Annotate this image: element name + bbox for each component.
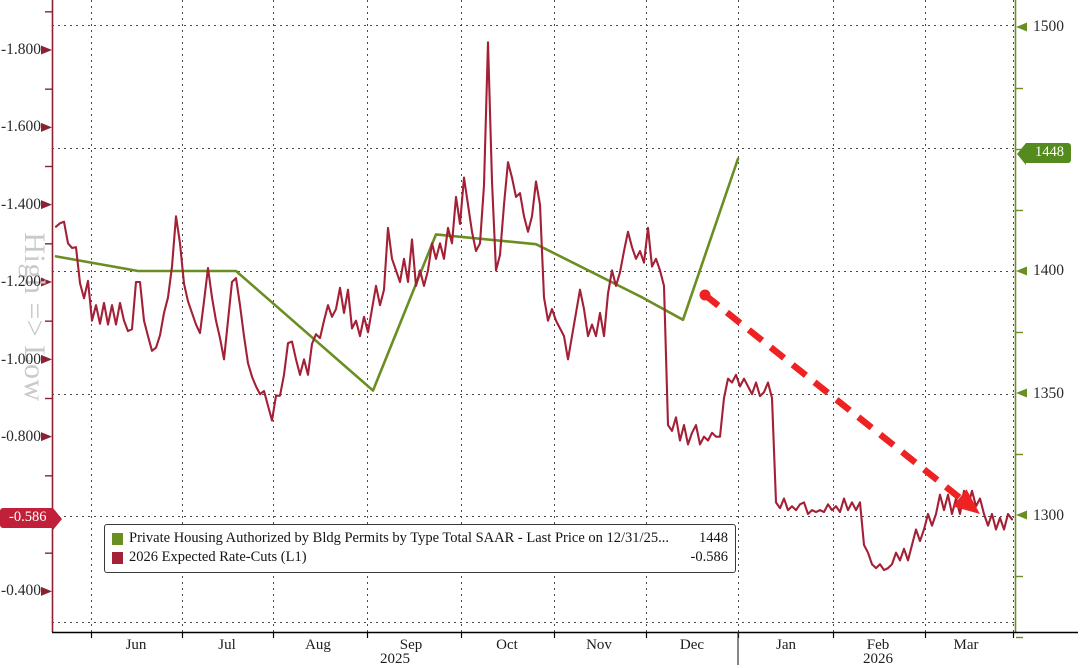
legend-row[interactable]: Private Housing Authorized by Bldg Permi… bbox=[112, 529, 728, 548]
left-tick-label: -1.800 bbox=[0, 41, 41, 58]
left-tick-label: -1.400 bbox=[0, 196, 41, 213]
chart-legend[interactable]: Private Housing Authorized by Bldg Permi… bbox=[104, 524, 736, 574]
year-label: 2026 bbox=[863, 651, 893, 667]
left-tick-label: -1.000 bbox=[0, 351, 41, 368]
left-badge-text: -0.586 bbox=[9, 509, 47, 525]
x-tick-label: Mar bbox=[953, 637, 979, 653]
series-line-rate-cuts bbox=[54, 41, 1014, 572]
legend-swatch-housing-permits bbox=[112, 532, 123, 545]
y-axis-watermark-title: High => Low bbox=[18, 232, 51, 402]
x-tick-label: Oct bbox=[496, 637, 518, 653]
x-tick-label: Jun bbox=[125, 637, 147, 653]
right-axis-value-badge: 1448 bbox=[1017, 143, 1071, 166]
arrow-start-dot bbox=[699, 289, 711, 301]
x-tick-label: Jul bbox=[218, 637, 236, 653]
legend-label-rate-cuts: 2026 Expected Rate-Cuts (L1) bbox=[129, 549, 307, 566]
series-line-housing-permits bbox=[54, 157, 740, 392]
x-tick-label: Feb bbox=[866, 637, 890, 653]
left-axis-value-badge: -0.586 bbox=[0, 508, 64, 531]
left-tick-label: -0.400 bbox=[0, 582, 41, 599]
right-tick-label: 1350 bbox=[1033, 385, 1064, 402]
x-tick-label: Dec bbox=[679, 637, 705, 653]
legend-label-housing-permits: Private Housing Authorized by Bldg Permi… bbox=[129, 530, 669, 546]
arrow-head bbox=[952, 489, 980, 514]
left-tick-label: -0.800 bbox=[0, 428, 41, 445]
x-tick-label: Sep bbox=[399, 637, 423, 653]
downtrend-arrow bbox=[699, 289, 980, 514]
right-tick-label: 1400 bbox=[1033, 262, 1064, 279]
left-tick-label: -1.600 bbox=[0, 118, 41, 135]
legend-row[interactable]: 2026 Expected Rate-Cuts (L1) -0.586 bbox=[112, 548, 728, 567]
legend-value-housing-permits: 1448 bbox=[699, 530, 728, 546]
legend-swatch-rate-cuts bbox=[112, 551, 123, 564]
arrow-shaft bbox=[702, 292, 962, 501]
x-tick-label: Jan bbox=[776, 637, 796, 653]
right-badge-text: 1448 bbox=[1035, 144, 1064, 160]
right-tick-label: 1500 bbox=[1033, 18, 1064, 35]
x-tick-label: Nov bbox=[586, 637, 612, 653]
right-axis-ticks bbox=[1016, 22, 1027, 639]
x-tick-label: Aug bbox=[305, 637, 331, 653]
year-label: 2025 bbox=[380, 651, 410, 667]
legend-value-rate-cuts: -0.586 bbox=[690, 549, 728, 566]
right-tick-label: 1300 bbox=[1033, 507, 1064, 524]
left-tick-label: -1.200 bbox=[0, 273, 41, 290]
